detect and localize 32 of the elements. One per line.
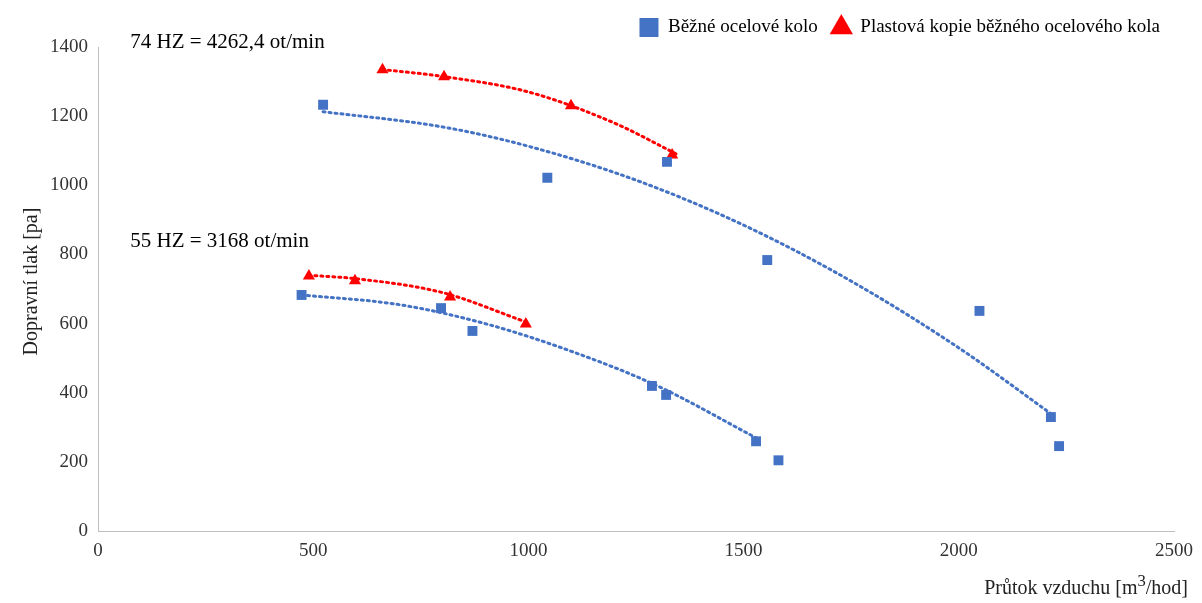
legend-label: Běžné ocelové kolo xyxy=(667,15,818,37)
legend-label: Plastová kopie běžného ocelového kola xyxy=(860,15,1161,37)
x-tick-label: 1000 xyxy=(509,538,548,560)
x-tick-label: 1500 xyxy=(724,538,763,560)
y-tick-label: 1200 xyxy=(50,104,88,126)
annotation: 74 HZ = 4262,4 ot/min xyxy=(130,29,326,54)
point xyxy=(542,172,553,183)
point xyxy=(751,436,762,447)
x-tick-label: 2000 xyxy=(939,538,978,560)
y-tick-label: 0 xyxy=(78,519,88,541)
point xyxy=(467,326,478,336)
y-tick-label: 400 xyxy=(59,380,88,402)
y-tick-label: 200 xyxy=(59,450,88,472)
point xyxy=(762,255,773,265)
point xyxy=(1045,412,1056,423)
x-tick-label: 2500 xyxy=(1155,538,1193,560)
x-tick-label: 0 xyxy=(93,538,103,560)
point xyxy=(661,389,672,400)
point xyxy=(318,99,329,110)
y-axis-title: Dopravní tlak [pa] xyxy=(18,206,42,358)
point xyxy=(773,455,784,466)
point xyxy=(662,156,672,167)
y-tick-label: 800 xyxy=(59,242,88,264)
y-tick-label: 600 xyxy=(59,311,88,333)
y-tick-label: 1000 xyxy=(50,173,88,195)
point xyxy=(974,305,985,316)
x-axis-title: Průtok vzduchu [m$^{3}$/hod] xyxy=(984,571,1188,599)
x-tick-label: 500 xyxy=(298,538,328,560)
point xyxy=(519,317,532,328)
y-tick-label: 1400 xyxy=(50,34,88,56)
annotation: 55 HZ = 3168 ot/min xyxy=(130,227,310,252)
point xyxy=(1054,441,1065,452)
